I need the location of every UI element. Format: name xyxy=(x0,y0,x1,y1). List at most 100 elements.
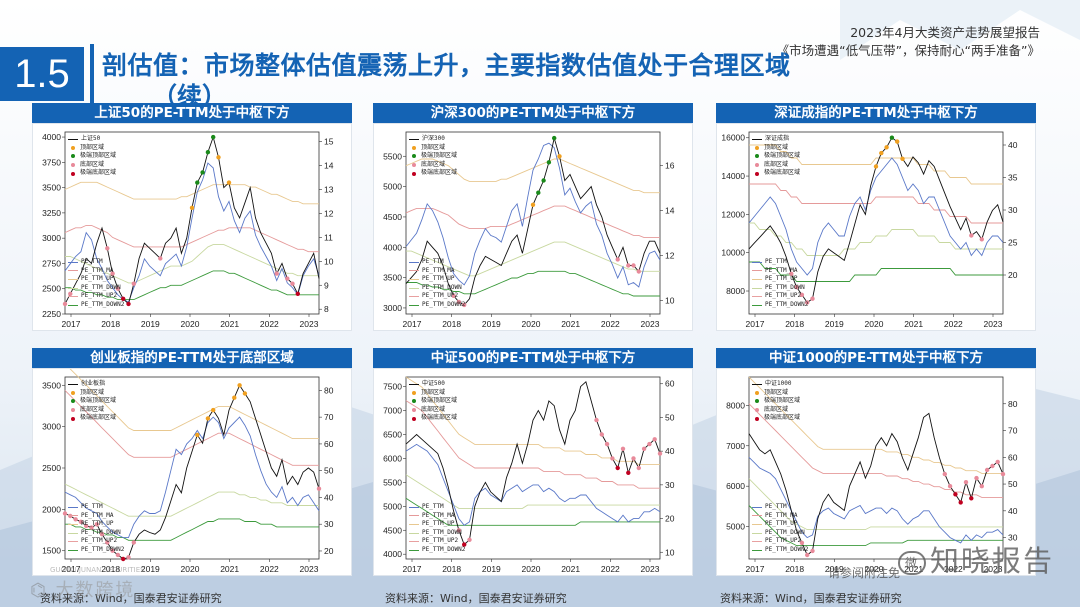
y-right-tick-label: 50 xyxy=(665,412,675,422)
legend-zone-label: 极端顶部区域 xyxy=(764,152,801,160)
y-right-tick-label: 30 xyxy=(1008,533,1018,543)
legend-band-entry: PE_TTM_UP2 xyxy=(68,537,124,546)
legend-zones: 中证1000 顶部区域 极端顶部区域 底部区域 极端底部区域 xyxy=(752,380,800,423)
series-down-line xyxy=(406,241,660,277)
legend-zone-entry: 极端底部区域 xyxy=(409,169,457,178)
zone-marker xyxy=(195,432,200,438)
y-left-tick-label: 10000 xyxy=(721,248,745,258)
legend-band-entry: PE_TTM_UP2 xyxy=(409,292,465,301)
zone-marker xyxy=(984,467,990,473)
series-down-line xyxy=(65,244,319,284)
zone-marker xyxy=(626,263,631,268)
legend-bands: PE_TTM PE_TTM_MA PE_TTM_UP PE_TTM_DOWN PE_TT… xyxy=(752,503,808,555)
zone-marker xyxy=(805,552,810,558)
chart-title: 中证500的PE-TTM处于中枢下方 xyxy=(373,348,693,368)
legend-band-entry: PE_TTM_DOWN xyxy=(68,284,124,293)
legend-zone-label: 极端顶部区域 xyxy=(764,397,801,405)
legend-band-entry: PE_TTM_UP xyxy=(68,275,124,284)
legend-band-entry: PE_TTM_DOWN2 xyxy=(752,546,808,555)
legend-band-label: PE_TTM_UP2 xyxy=(422,292,459,300)
y-right-tick-label: 14 xyxy=(665,206,675,216)
chart-csi1000: 5000 6000 7000 8000 30 40 50 60 70 80 2017 2018 2019… xyxy=(726,376,1018,574)
legend-band-entry: PE_TTM_UP2 xyxy=(409,537,465,546)
zone-marker xyxy=(647,441,652,447)
x-tick-label: 2018 xyxy=(785,319,804,329)
series-down-line xyxy=(405,474,660,509)
y-right-tick-label: 30 xyxy=(1008,205,1018,215)
legend-zones: 沪深300 顶部区域 极端顶部区域 底部区域 极端底部区域 xyxy=(409,135,457,178)
zone-marker xyxy=(552,135,557,141)
zone-marker xyxy=(94,522,99,527)
legend-band-entry: PE_TTM_DOWN2 xyxy=(409,546,465,555)
y-right-tick-label: 16 xyxy=(665,161,675,171)
legend-band-entry: PE_TTM_UP xyxy=(409,520,465,529)
zone-marker xyxy=(456,299,462,305)
zone-marker xyxy=(99,532,105,537)
legend-band-label: PE_TTM_UP2 xyxy=(422,537,459,545)
zone-marker xyxy=(805,300,810,305)
y-right-tick-label: 80 xyxy=(1008,399,1018,409)
chart-panel-csi300: 沪深300的PE-TTM处于中枢下方 3000 3500 4000 4500 5000 5… xyxy=(373,103,693,331)
zone-marker xyxy=(189,205,195,210)
y-left-tick-label: 6500 xyxy=(383,429,402,439)
y-left-tick-label: 6000 xyxy=(726,481,745,491)
chart-title: 深证成指的PE-TTM处于中枢下方 xyxy=(716,103,1036,123)
legend-band-entry: PE_TTM xyxy=(409,258,465,267)
zone-marker xyxy=(557,154,562,159)
source-note-left: 资料来源：Wind，国泰君安证券研究 xyxy=(40,592,222,605)
legend-band-label: PE_TTM_DOWN2 xyxy=(422,300,466,308)
y-right-tick-label: 50 xyxy=(324,466,334,476)
series-up-line xyxy=(405,158,660,194)
legend-band-entry: PE_TTM_MA xyxy=(752,512,808,521)
zone-marker xyxy=(216,155,221,160)
zone-marker xyxy=(942,471,947,477)
x-tick-label: 2020 xyxy=(522,564,541,574)
legend-zones: 创业板指 顶部区域 极端顶部区域 底部区域 极端底部区域 xyxy=(68,380,116,423)
zone-marker xyxy=(615,465,620,471)
legend-bands: PE_TTM PE_TTM_MA PE_TTM_UP PE_TTM_DOWN PE_TT… xyxy=(68,258,124,310)
x-tick-label: 2018 xyxy=(442,564,461,574)
legend-zone-entry: 顶部区域 xyxy=(752,389,800,398)
y-right-tick-label: 60 xyxy=(665,379,675,389)
y-left-tick-label: 8000 xyxy=(726,400,745,410)
x-tick-label: 2022 xyxy=(944,564,963,574)
legend-zone-label: 顶部区域 xyxy=(421,143,446,151)
zone-marker xyxy=(131,540,136,545)
chart-title: 上证50的PE-TTM处于中枢下方 xyxy=(32,103,352,123)
y-right-tick-label: 40 xyxy=(1008,140,1018,150)
report-title: 2023年4月大类资产走势展望报告 xyxy=(850,25,1040,40)
legend-zone-label: 极端顶部区域 xyxy=(80,152,117,160)
y-left-tick-label: 4000 xyxy=(383,549,402,559)
zone-marker xyxy=(546,160,552,165)
x-tick-label: 2022 xyxy=(944,319,963,329)
legend-band-entry: PE_TTM_DOWN xyxy=(752,284,808,293)
zone-marker xyxy=(121,296,126,301)
y-left-tick-label: 1500 xyxy=(42,546,61,556)
zone-marker xyxy=(604,441,610,447)
zone-marker xyxy=(626,470,631,475)
legend-band-entry: PE_TTM xyxy=(752,503,808,512)
x-tick-label: 2017 xyxy=(62,564,81,574)
zone-marker xyxy=(462,542,467,547)
legend-band-entry: PE_TTM xyxy=(752,258,808,267)
legend-zone-entry: 极端底部区域 xyxy=(68,169,116,178)
legend-index-entry: 中证1000 xyxy=(752,380,800,389)
zone-marker xyxy=(237,383,242,388)
legend-index-entry: 上证50 xyxy=(68,135,116,144)
zone-marker xyxy=(316,486,322,491)
legend-band-label: PE_TTM xyxy=(422,503,444,510)
y-left-tick-label: 8000 xyxy=(726,286,745,296)
y-right-tick-label: 12 xyxy=(324,208,334,218)
y-right-tick-label: 14 xyxy=(324,161,334,171)
series-up-line xyxy=(64,181,319,205)
y-left-tick-label: 4000 xyxy=(383,242,402,252)
zone-marker xyxy=(620,446,626,451)
x-tick-label: 2018 xyxy=(785,564,804,574)
zone-marker xyxy=(467,537,472,542)
zone-marker xyxy=(884,145,889,150)
legend-band-label: PE_TTM_MA xyxy=(81,266,114,274)
y-left-tick-label: 5500 xyxy=(383,151,402,161)
y-left-tick-label: 3000 xyxy=(383,303,402,313)
page-title: 剖估值：市场整体估值震荡上升，主要指数估值处于合理区域 xyxy=(102,51,791,80)
zone-marker xyxy=(84,523,89,529)
